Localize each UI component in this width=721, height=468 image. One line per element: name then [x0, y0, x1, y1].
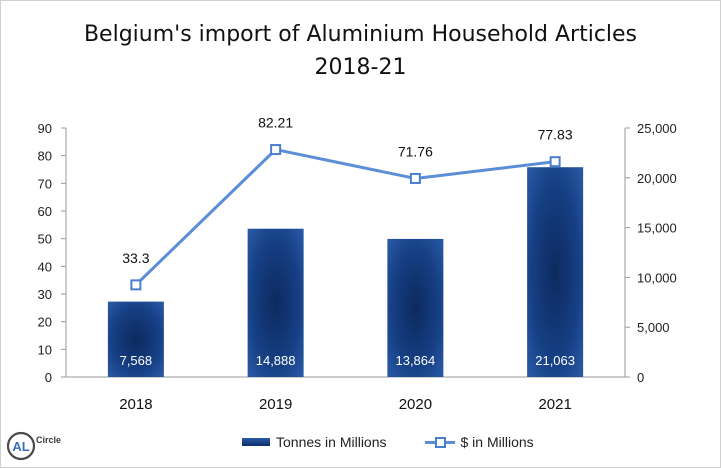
right-tick-label: 0: [637, 370, 644, 385]
svg-text:AL: AL: [12, 439, 29, 454]
left-tick-label: 20: [38, 315, 52, 330]
line-value-label: 77.83: [538, 127, 573, 143]
line-point-2020: [409, 172, 421, 184]
left-tick-label: 50: [38, 232, 52, 247]
x-tick-label: 2019: [259, 396, 292, 413]
bar-value-label: 7,568: [120, 353, 153, 368]
left-tick-label: 10: [38, 342, 52, 357]
legend-bar-swatch: [242, 438, 270, 446]
right-tick-label: 20,000: [637, 171, 677, 186]
bar-2019: [247, 228, 304, 377]
right-tick-label: 5,000: [637, 320, 670, 335]
chart-subtitle: 2018-21: [314, 55, 407, 80]
line-series: 33.3 82.21 71.76 77.83: [122, 115, 573, 291]
right-tick-label: 15,000: [637, 221, 677, 236]
bar-2020: [387, 238, 444, 377]
line-value-label: 33.3: [122, 250, 149, 266]
left-tick-label: 60: [38, 204, 52, 219]
legend-label-dollars: $ in Millions: [460, 434, 534, 450]
legend-line-swatch: [424, 436, 455, 448]
bar-series: 7,568 14,888 13,864 21,063: [107, 167, 584, 377]
bar-value-label: 13,864: [395, 353, 435, 368]
line-value-label: 82.21: [258, 115, 293, 131]
x-axis: 2018 2019 2020 2021: [66, 376, 625, 413]
legend-label-tonnes: Tonnes in Millions: [276, 434, 387, 450]
bar-value-label: 21,063: [535, 353, 575, 368]
left-y-axis: 0 10 20 30 40 50 60 70 80 90: [38, 121, 67, 385]
line-point-2021: [549, 156, 561, 168]
chart-title: Belgium's import of Aluminium Household …: [83, 22, 638, 47]
svg-text:Circle: Circle: [36, 435, 61, 445]
bar-2018: [107, 301, 164, 377]
left-tick-label: 90: [38, 121, 52, 136]
line-value-label: 71.76: [398, 143, 433, 159]
right-tick-label: 25,000: [637, 121, 677, 136]
x-tick-label: 2021: [538, 396, 571, 413]
left-tick-label: 70: [38, 176, 52, 191]
chart-legend: Tonnes in Millions $ in Millions: [242, 432, 572, 452]
x-tick-label: 2020: [399, 396, 432, 413]
bar-2021: [527, 167, 584, 377]
legend-item-dollars: $ in Millions: [424, 434, 534, 450]
x-tick-label: 2018: [119, 396, 152, 413]
line-point-2019: [270, 144, 282, 156]
left-tick-label: 80: [38, 149, 52, 164]
left-tick-label: 0: [45, 370, 52, 385]
bar-value-label: 14,888: [256, 353, 296, 368]
legend-item-tonnes: Tonnes in Millions: [242, 434, 387, 450]
alcircle-logo: AL Circle: [6, 431, 61, 461]
left-tick-label: 30: [38, 287, 52, 302]
right-tick-label: 10,000: [637, 270, 677, 285]
chart-title-block: Belgium's import of Aluminium Household …: [0, 18, 721, 84]
line-point-2018: [130, 279, 142, 291]
right-y-axis: 0 5,000 10,000 15,000 20,000 25,000: [624, 121, 677, 385]
left-tick-label: 40: [38, 259, 52, 274]
line-path: [134, 148, 556, 286]
